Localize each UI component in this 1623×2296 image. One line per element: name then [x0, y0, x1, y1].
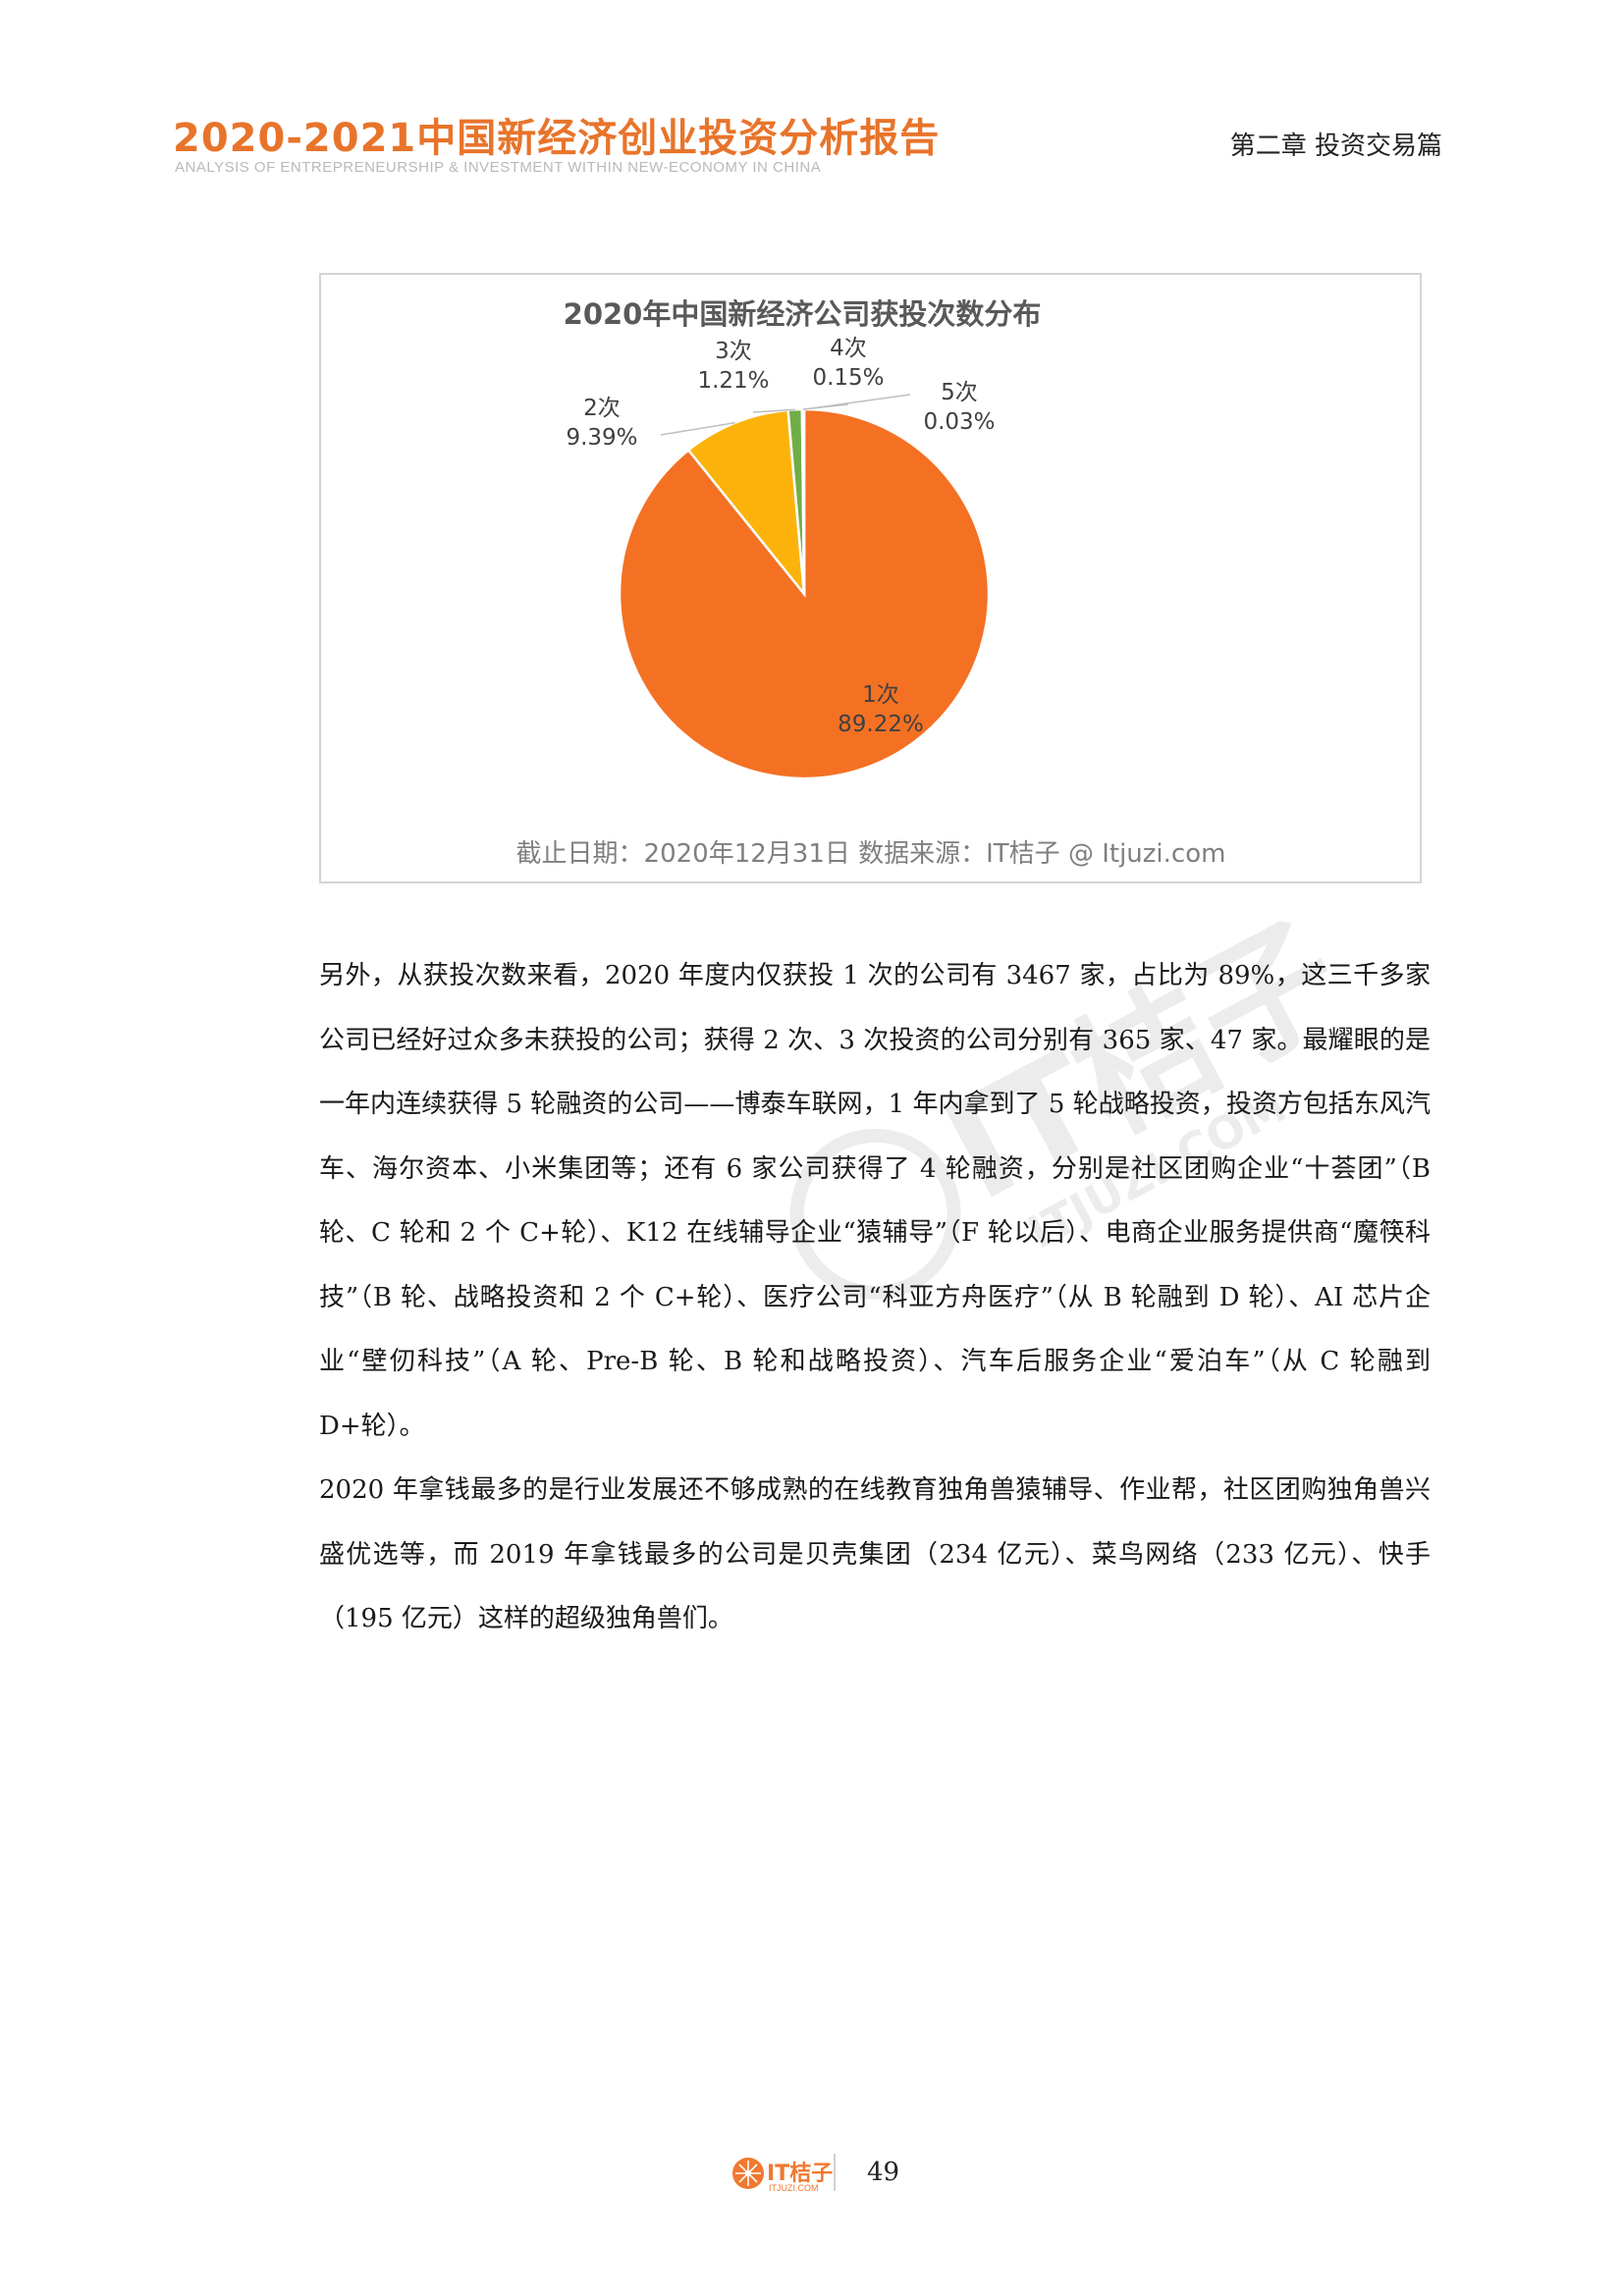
pie-category-label-1: 1次 — [862, 682, 899, 708]
body-text: 另外，从获投次数来看，2020 年度内仅获投 1 次的公司有 3467 家，占比… — [319, 944, 1431, 1652]
page-number: 49 — [867, 2158, 900, 2187]
orange-slice-icon — [732, 2158, 764, 2189]
pie-value-label-2: 9.39% — [566, 425, 637, 451]
pie-chart-frame: 2020年中国新经济公司获投次数分布 1次 89.22% 2次 9.39% 3次 1.21… — [319, 273, 1422, 883]
pie-leader-lines — [660, 394, 911, 436]
footer-brand: IT桔子 — [767, 2162, 834, 2186]
pie-value-label-3: 1.21% — [697, 368, 769, 394]
pie-slices — [618, 407, 991, 780]
pie-value-label-5: 0.03% — [923, 409, 995, 435]
pie-category-label-2: 2次 — [583, 396, 621, 421]
pie-leader-line-2 — [660, 421, 735, 436]
chart-footnote: 截止日期：2020年12月31日 数据来源：IT桔子 @ Itjuzi.com — [516, 839, 1226, 869]
report-title: 2020-2021中国新经济创业投资分析报告 — [173, 116, 941, 161]
page-footer: IT桔子 ITJUZI.COM 49 — [731, 2150, 947, 2199]
footer-divider — [834, 2154, 836, 2191]
pie-value-label-4: 0.15% — [812, 365, 884, 391]
pie-category-label-4: 4次 — [830, 336, 867, 361]
pie-leader-line-5 — [803, 394, 911, 410]
chapter-label: 第二章 投资交易篇 — [1229, 132, 1442, 161]
body-paragraph-1: 另外，从获投次数来看，2020 年度内仅获投 1 次的公司有 3467 家，占比… — [319, 961, 1431, 1441]
pie-chart: 2020年中国新经济公司获投次数分布 1次 89.22% 2次 9.39% 3次 1.21… — [516, 297, 1226, 869]
pie-category-label-5: 5次 — [941, 380, 978, 405]
pie-value-label-1: 89.22% — [838, 712, 924, 737]
pie-leader-line-3 — [752, 408, 795, 413]
footer-url: ITJUZI.COM — [769, 2183, 819, 2193]
pie-labels: 1次 89.22% 2次 9.39% 3次 1.21% 4次 0.15% 5次 0.03% — [566, 336, 995, 737]
pie-category-label-3: 3次 — [715, 339, 752, 364]
report-subtitle: ANALYSIS OF ENTREPRENEURSHIP & INVESTMEN… — [175, 159, 822, 176]
chart-title: 2020年中国新经济公司获投次数分布 — [564, 297, 1042, 331]
body-paragraph-2: 2020 年拿钱最多的是行业发展还不够成熟的在线教育独角兽猿辅导、作业帮，社区团… — [319, 1475, 1431, 1633]
